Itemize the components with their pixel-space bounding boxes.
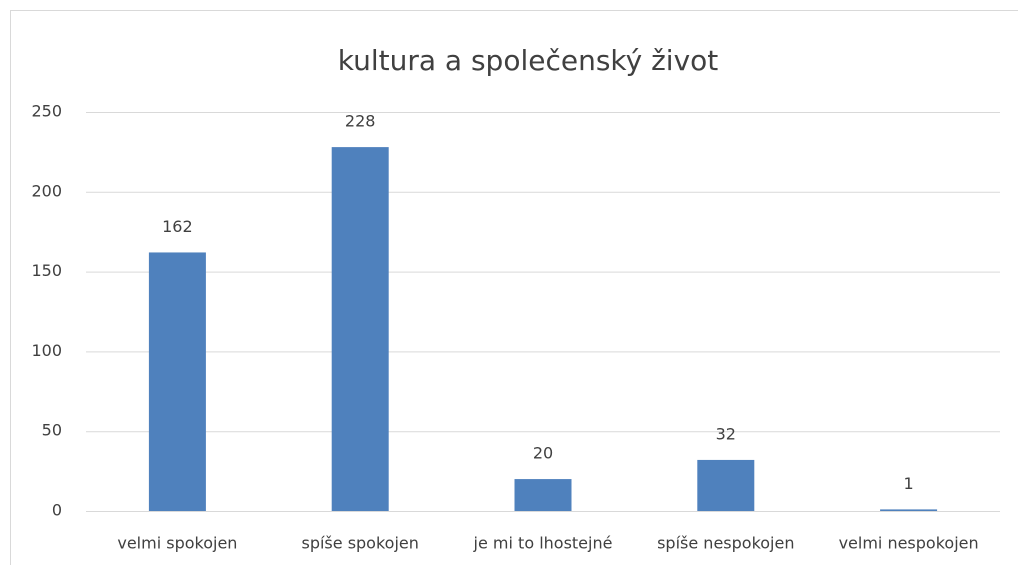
bar bbox=[148, 252, 206, 511]
x-tick-label: velmi spokojen bbox=[117, 534, 237, 553]
y-tick-label: 150 bbox=[31, 261, 62, 280]
data-label: 32 bbox=[716, 424, 736, 443]
bar bbox=[697, 459, 755, 511]
x-tick-label: spíše nespokojen bbox=[657, 534, 794, 553]
x-tick-label: spíše spokojen bbox=[301, 534, 418, 553]
bar bbox=[514, 479, 572, 511]
y-tick-label: 0 bbox=[52, 501, 62, 520]
bar bbox=[331, 147, 389, 511]
chart-title: kultura a společenský život bbox=[338, 44, 719, 77]
data-label: 162 bbox=[162, 217, 193, 236]
y-tick-label: 50 bbox=[42, 421, 62, 440]
data-label: 1 bbox=[904, 474, 914, 493]
x-tick-label: je mi to lhostejné bbox=[473, 534, 613, 553]
y-tick-label: 100 bbox=[31, 341, 62, 360]
data-label: 228 bbox=[345, 112, 376, 131]
y-tick-label: 250 bbox=[31, 102, 62, 121]
x-tick-label: velmi nespokojen bbox=[839, 534, 979, 553]
bar bbox=[880, 509, 938, 511]
y-tick-label: 200 bbox=[31, 181, 62, 200]
data-label: 20 bbox=[533, 444, 553, 463]
